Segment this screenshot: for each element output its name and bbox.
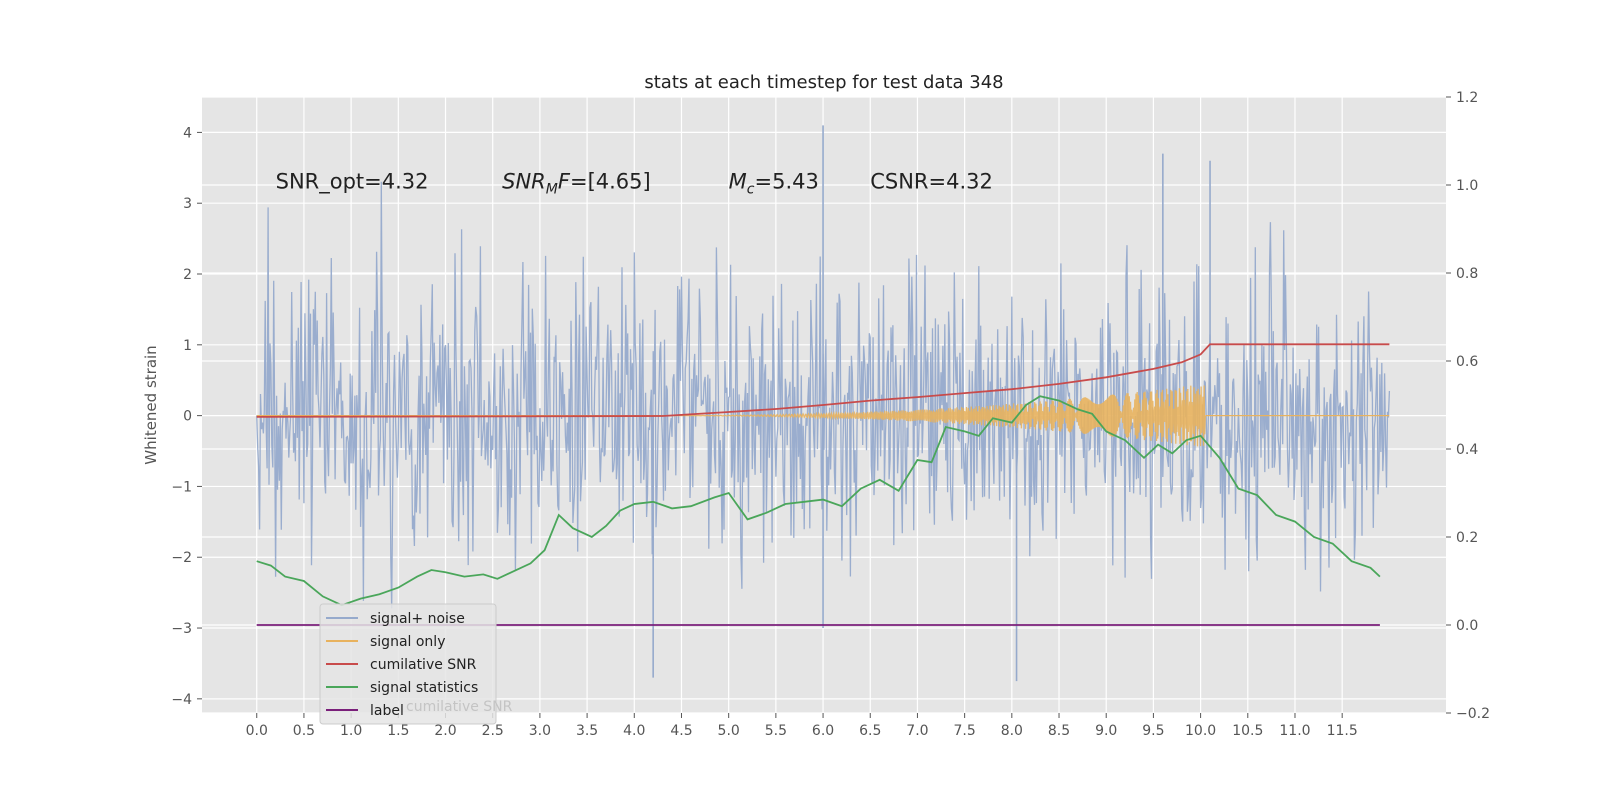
y-tick-label: 1: [183, 338, 192, 354]
series-signal-statistics-line: [256, 395, 1381, 607]
x-tick-label: 9.5: [1142, 723, 1164, 739]
x-tick-label: 10.0: [1185, 723, 1216, 739]
annotation-text: SNR_opt=4.32: [276, 170, 429, 195]
annotation-text: Mc=5.43: [729, 170, 819, 198]
x-tick-label: 4.0: [623, 723, 645, 739]
y-tick-label: 4: [183, 125, 192, 141]
legend-label: cumilative SNR: [370, 657, 477, 673]
chart-title: stats at each timestep for test data 348: [644, 72, 1003, 93]
y2-tick-label: 0.8: [1456, 266, 1478, 282]
y-tick-label: −3: [171, 621, 192, 637]
y-axis-label: Whitened strain: [142, 345, 160, 464]
x-tick-label: 8.5: [1048, 723, 1070, 739]
x-tick-label: 7.5: [954, 723, 976, 739]
x-tick-label: 2.5: [482, 723, 504, 739]
x-tick-label: 0.0: [246, 723, 268, 739]
legend: cumilative SNR signal+ noise signal only cu…: [319, 603, 513, 725]
x-tick-label: 5.0: [718, 723, 740, 739]
legend-label: signal only: [370, 634, 445, 650]
y-tick-label: 0: [183, 409, 192, 425]
x-tick-label: 1.5: [387, 723, 409, 739]
y2-tick-label: 0.6: [1456, 354, 1478, 370]
x-tick-label: 8.0: [1001, 723, 1023, 739]
y2-tick-label: −0.2: [1456, 706, 1490, 722]
x-tick-label: 9.0: [1095, 723, 1117, 739]
legend-label: label: [370, 703, 404, 719]
annotation-text: SNRMF=[4.65]: [502, 170, 651, 198]
legend-label: signal statistics: [370, 680, 478, 696]
y2-tick-label: 0.4: [1456, 442, 1478, 458]
y-tick-label: −4: [171, 692, 192, 708]
x-tick-label: 6.5: [859, 723, 881, 739]
x-tick-label: 3.0: [529, 723, 551, 739]
legend-label: signal+ noise: [370, 611, 465, 627]
x-tick-label: 10.5: [1232, 723, 1263, 739]
series-cumilative-snr-line: [256, 343, 1390, 418]
x-tick-label: 7.0: [906, 723, 928, 739]
y2-tick-label: 1.0: [1456, 178, 1478, 194]
legend-overlap-text: cumilative SNR: [406, 699, 513, 715]
annotation-text: CSNR=4.32: [870, 170, 993, 194]
axes: 0.0 0.5 1.0 1.5 2.0 2.5 3.0 3.5 4.0 4.5 5.0 5.5 6.0 6…: [171, 90, 1490, 739]
y-tick-label: 2: [183, 267, 192, 283]
y2-tick-label: 1.2: [1456, 90, 1478, 106]
y-tick-label: −1: [171, 479, 192, 495]
legend-box: [319, 603, 497, 725]
x-tick-label: 6.0: [812, 723, 834, 739]
x-tick-label: 5.5: [765, 723, 787, 739]
y2-tick-label: 0.0: [1456, 618, 1478, 634]
x-tick-label: 11.0: [1279, 723, 1310, 739]
x-tick-label: 0.5: [293, 723, 315, 739]
x-tick-label: 3.5: [576, 723, 598, 739]
x-tick-label: 11.5: [1327, 723, 1358, 739]
y-tick-label: 3: [183, 196, 192, 212]
x-tick-label: 2.0: [434, 723, 456, 739]
x-tick-label: 1.0: [340, 723, 362, 739]
x-tick-label: 4.5: [670, 723, 692, 739]
y-tick-label: −2: [171, 550, 192, 566]
y2-tick-label: 0.2: [1456, 530, 1478, 546]
annotations: SNR_opt=4.32 SNRMF=[4.65] Mc=5.43 CSNR=4.32: [276, 170, 993, 198]
